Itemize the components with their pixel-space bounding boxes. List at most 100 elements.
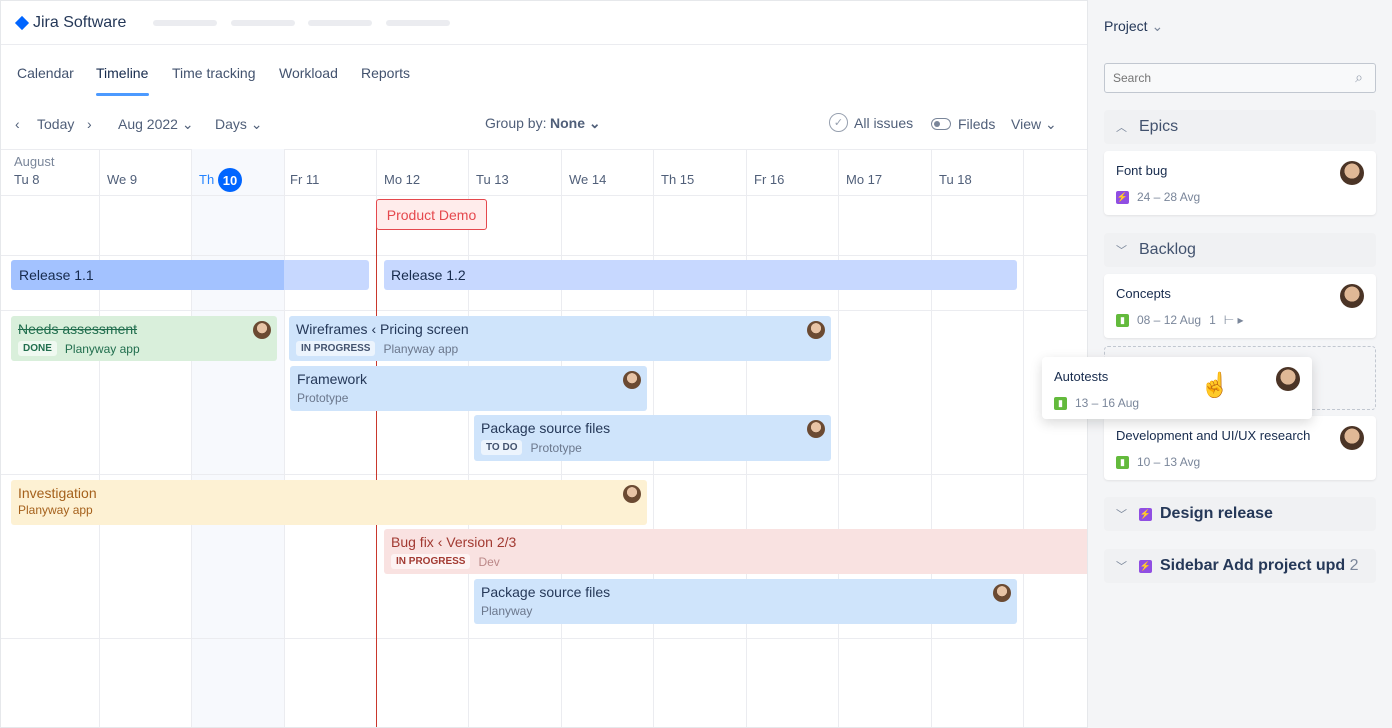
issue-card[interactable]: Font bug ⚡ 24 – 28 Avg (1104, 151, 1376, 215)
section-label: Backlog (1139, 241, 1196, 258)
story-bookmark-icon: ▮ (1116, 313, 1129, 327)
epic-lightning-icon: ⚡ (1116, 190, 1129, 204)
milestone-line (376, 213, 377, 727)
grid-line (1, 474, 1087, 475)
card-dates: 08 – 12 Aug (1137, 313, 1202, 327)
next-icon[interactable]: › (87, 116, 92, 132)
task-bar[interactable]: Bug fix ‹ Version 2/3 IN PROGRESS Dev (384, 529, 1087, 574)
task-bar[interactable]: Needs assessment DONE Planyway app (11, 316, 277, 361)
active-tab-indicator (96, 93, 149, 96)
tab-calendar[interactable]: Calendar (17, 65, 74, 81)
grid-line (1, 638, 1087, 639)
grid-line (99, 149, 100, 727)
scale-value: Days (215, 116, 247, 132)
check-circle-icon: ✓ (829, 113, 848, 132)
timeline-panel: Jira Software Calendar Timeline Time tra… (0, 0, 1088, 728)
month-label: August (14, 154, 55, 169)
view-menu[interactable]: View ⌄ (1011, 116, 1057, 133)
milestone-product-demo[interactable]: Product Demo (376, 199, 487, 230)
grid-line (1, 195, 1087, 196)
release-bar[interactable]: Release 1.1 (11, 260, 369, 290)
all-issues-filter[interactable]: ✓ All issues (829, 113, 913, 132)
day-header: Fr 16 (754, 172, 785, 187)
card-dates: 13 – 16 Aug (1075, 396, 1140, 410)
tab-reports[interactable]: Reports (361, 65, 411, 81)
avatar (807, 420, 825, 438)
task-bar[interactable]: Wireframes ‹ Pricing screen IN PROGRESS P… (289, 316, 831, 361)
dragged-issue-card[interactable]: Autotests ▮ 13 – 16 Aug ☝ (1042, 357, 1312, 419)
issue-card[interactable]: Concepts ▮ 08 – 12 Aug 1 ⊢ ▸ (1104, 274, 1376, 338)
app-name: Jira Software (33, 14, 127, 31)
grid-line (931, 149, 932, 727)
scale-select[interactable]: Days ⌄ (215, 116, 263, 133)
status-lozenge: IN PROGRESS (391, 554, 471, 569)
project-select[interactable]: Project ⌄ (1104, 18, 1163, 35)
search-field[interactable] (1105, 64, 1335, 92)
task-bar[interactable]: Package source files Planyway (474, 579, 1017, 624)
today-column (191, 149, 284, 727)
task-project: Dev (478, 554, 500, 569)
card-title: Concepts (1116, 286, 1171, 301)
search-icon: ⌕ (1355, 69, 1363, 85)
today-button[interactable]: Today (37, 116, 75, 132)
task-project: Planyway app (18, 503, 93, 517)
chevron-up-icon: ︿ (1116, 122, 1127, 134)
group-by-select[interactable]: None ⌄ (550, 115, 601, 132)
story-bookmark-icon: ▮ (1116, 455, 1129, 469)
app-logo[interactable]: Jira Software (14, 14, 127, 32)
fields-label: Fileds (958, 116, 996, 132)
avatar (1340, 161, 1364, 185)
task-title: Package source files (481, 584, 611, 600)
section-backlog[interactable]: ﹀ Backlog (1104, 233, 1376, 267)
avatar (623, 371, 641, 389)
task-title: Needs assessment (18, 321, 138, 337)
grid-line (1, 255, 1087, 256)
placeholder (386, 20, 450, 26)
avatar (1340, 426, 1364, 450)
card-dates: 24 – 28 Avg (1137, 190, 1201, 204)
release-bar[interactable]: Release 1.2 (384, 260, 1017, 290)
task-bar[interactable]: Package source files TO DO Prototype (474, 415, 831, 461)
month-value: Aug 2022 (118, 116, 178, 132)
section-epics[interactable]: ︿ Epics (1104, 110, 1376, 144)
placeholder (231, 20, 295, 26)
task-bar[interactable]: Framework Prototype (290, 366, 647, 411)
day-header: Fr 11 (290, 172, 320, 187)
task-project: Planyway app (64, 341, 140, 356)
tab-time-tracking[interactable]: Time tracking (172, 65, 256, 81)
section-label: Epics (1139, 118, 1179, 135)
group-label: Sidebar Add project upd (1160, 557, 1346, 574)
card-dates: 10 – 13 Avg (1137, 455, 1201, 469)
search-input[interactable]: ⌕ (1104, 63, 1376, 93)
tab-workload[interactable]: Workload (279, 65, 338, 81)
group-by-label: Group by: (485, 115, 547, 131)
group-sidebar-add-project[interactable]: ﹀ ⚡ Sidebar Add project upd 2 (1104, 549, 1376, 583)
grid-line (1, 149, 1087, 150)
grid-line (1, 310, 1087, 311)
prev-icon[interactable]: ‹ (15, 116, 20, 132)
grid-line (1023, 149, 1024, 727)
project-label: Project (1104, 18, 1148, 34)
grid-line (468, 149, 469, 727)
day-header: We 14 (569, 172, 607, 187)
task-project: Prototype (530, 440, 582, 455)
chevron-down-icon: ⌄ (181, 116, 194, 132)
subtask-tree-icon: ⊢ ▸ (1223, 313, 1244, 327)
issue-card[interactable]: Development and UI/UX research ▮ 10 – 13 … (1104, 416, 1376, 480)
avatar (1276, 367, 1300, 391)
group-design-release[interactable]: ﹀ ⚡ Design release (1104, 497, 1376, 531)
chevron-down-icon: ⌄ (588, 115, 601, 131)
task-project: Planyway app (383, 341, 459, 356)
toggle-icon (931, 118, 951, 130)
task-title: Bug fix (391, 534, 434, 550)
chevron-down-icon: ﹀ (1116, 561, 1127, 573)
tab-timeline[interactable]: Timeline (96, 65, 149, 81)
month-select[interactable]: Aug 2022 ⌄ (118, 116, 194, 133)
task-project: Prototype (297, 391, 349, 405)
placeholder (153, 20, 217, 26)
placeholder (308, 20, 372, 26)
chevron-down-icon: ﹀ (1116, 509, 1127, 521)
task-bar[interactable]: Investigation Planyway app (11, 480, 647, 525)
day-header: Mo 12 (384, 172, 421, 187)
fields-toggle[interactable]: Fileds (931, 116, 995, 132)
